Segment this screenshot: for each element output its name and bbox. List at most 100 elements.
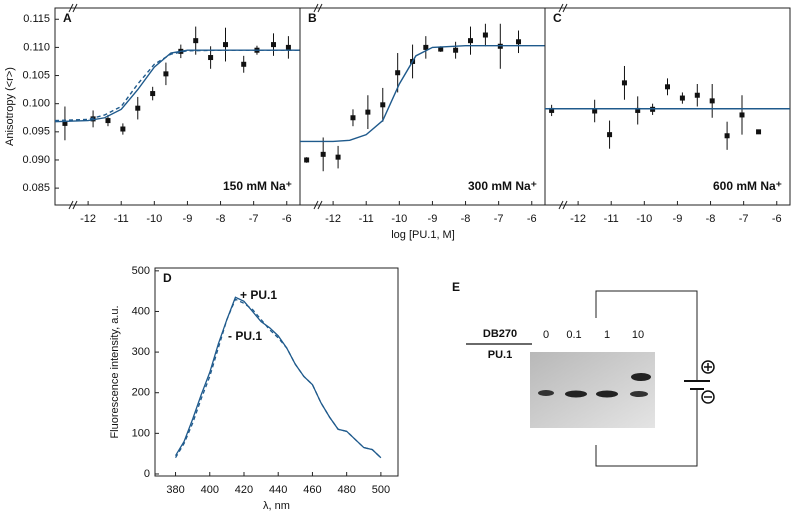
spectrum-line: [174, 298, 382, 459]
panel-label: E: [452, 280, 460, 294]
y-tick-label: 300: [132, 346, 150, 358]
panel-label: C: [553, 11, 562, 25]
x-tick-label: -12: [80, 213, 96, 225]
x-tick-label: -6: [772, 213, 782, 225]
y-tick-label: 0.100: [22, 98, 50, 110]
fraction-top: DB270: [483, 328, 517, 340]
panel-label: A: [63, 11, 72, 25]
data-point: [482, 32, 488, 38]
lane-label: 0.1: [566, 329, 581, 341]
y-tick-label: 0.115: [23, 13, 50, 25]
data-point: [105, 118, 111, 124]
x-tick-label: -9: [673, 213, 683, 225]
data-point: [453, 47, 459, 53]
condition-label: 300 mM Na⁺: [468, 179, 537, 193]
x-tick-label: 440: [269, 484, 287, 496]
data-point: [724, 133, 730, 139]
fit-line: [54, 49, 300, 122]
x-tick-label: -8: [461, 213, 471, 225]
panel-label: D: [163, 271, 172, 285]
x-tick-label: -10: [391, 213, 407, 225]
wire: [595, 389, 698, 467]
condition-label: 150 mM Na⁺: [223, 179, 292, 193]
x-tick-label: -9: [183, 213, 193, 225]
x-tick-label: -11: [604, 213, 619, 225]
y-tick-label: 0.095: [22, 126, 50, 138]
y-axis-label: Anisotropy (<r>): [4, 67, 16, 146]
data-point: [739, 112, 745, 118]
x-tick-label: -6: [282, 213, 292, 225]
y-tick-label: 400: [132, 305, 150, 317]
data-point: [516, 39, 522, 45]
lane-label: 0: [543, 329, 549, 341]
gel-band: [565, 390, 587, 398]
data-point: [694, 92, 700, 98]
y-tick-label: 0.105: [22, 69, 50, 81]
x-axis-label: λ, nm: [263, 500, 290, 512]
x-tick-label: -10: [146, 213, 162, 225]
data-point: [193, 38, 199, 44]
axis-break: [68, 3, 78, 210]
data-point: [163, 71, 169, 77]
data-point: [135, 105, 141, 111]
data-point: [335, 154, 341, 160]
x-tick-label: -6: [527, 213, 537, 225]
x-axis-label: log [PU.1, M]: [391, 229, 455, 241]
data-point: [549, 107, 555, 113]
data-point: [395, 70, 401, 76]
x-tick-label: -7: [249, 213, 259, 225]
gel-band: [630, 391, 648, 397]
fit-line: [300, 45, 545, 143]
data-point: [120, 126, 126, 132]
x-tick-label: 500: [372, 484, 390, 496]
plot-frame: [154, 267, 399, 477]
gel-band: [538, 390, 554, 396]
y-tick-label: 0.090: [22, 154, 50, 166]
data-point: [592, 108, 598, 114]
data-point: [285, 44, 291, 50]
data-point: [621, 80, 627, 86]
x-tick-label: -10: [636, 213, 652, 225]
data-point: [468, 38, 474, 44]
x-tick-label: 420: [235, 484, 253, 496]
data-point: [320, 151, 326, 157]
x-tick-label: 460: [303, 484, 321, 496]
panel-e: E DB270 PU.1 0 0.1 1 10: [452, 280, 715, 467]
data-point: [665, 84, 670, 90]
lane-label: 1: [604, 329, 610, 341]
spectrum-line: [174, 296, 382, 459]
fraction-bottom: PU.1: [488, 349, 512, 361]
data-point: [365, 109, 371, 115]
data-point: [62, 120, 68, 126]
series-label: - PU.1: [228, 329, 262, 343]
x-tick-label: -8: [706, 213, 716, 225]
data-point: [438, 46, 444, 52]
series-label: + PU.1: [240, 288, 277, 302]
data-point: [679, 95, 685, 101]
gel-band: [596, 390, 618, 398]
data-point: [304, 157, 310, 163]
fit-line: [54, 49, 300, 123]
x-tick-label: -9: [428, 213, 438, 225]
wire: [595, 290, 698, 381]
x-tick-label: -12: [570, 213, 586, 225]
gel-band: [631, 373, 651, 381]
x-tick-label: -11: [114, 213, 129, 225]
condition-label: 600 mM Na⁺: [713, 179, 782, 193]
plot-frame: [299, 7, 546, 206]
x-tick-label: 480: [337, 484, 355, 496]
data-point: [150, 91, 156, 97]
data-point: [423, 44, 429, 50]
plus-icon: [704, 363, 712, 371]
data-point: [241, 61, 247, 67]
plot-frame: [54, 7, 301, 206]
y-axis-label: Fluorescence intensity, a.u.: [109, 305, 121, 438]
data-point: [756, 129, 762, 135]
y-tick-label: 0.085: [22, 182, 50, 194]
y-tick-label: 100: [132, 427, 150, 439]
y-tick-label: 500: [132, 265, 150, 277]
y-tick-label: 0: [144, 468, 150, 480]
data-point: [271, 42, 277, 48]
panel-label: B: [308, 11, 317, 25]
